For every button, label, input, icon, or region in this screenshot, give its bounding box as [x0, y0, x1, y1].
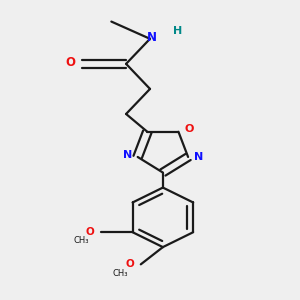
Text: CH₃: CH₃ [73, 236, 89, 245]
Text: O: O [184, 124, 194, 134]
Text: CH₃: CH₃ [113, 268, 128, 278]
Text: H: H [173, 26, 182, 36]
Text: N: N [123, 150, 132, 161]
Text: O: O [125, 259, 134, 269]
Text: O: O [66, 56, 76, 69]
Text: N: N [147, 31, 157, 44]
Text: N: N [194, 152, 203, 162]
Text: O: O [86, 226, 95, 237]
